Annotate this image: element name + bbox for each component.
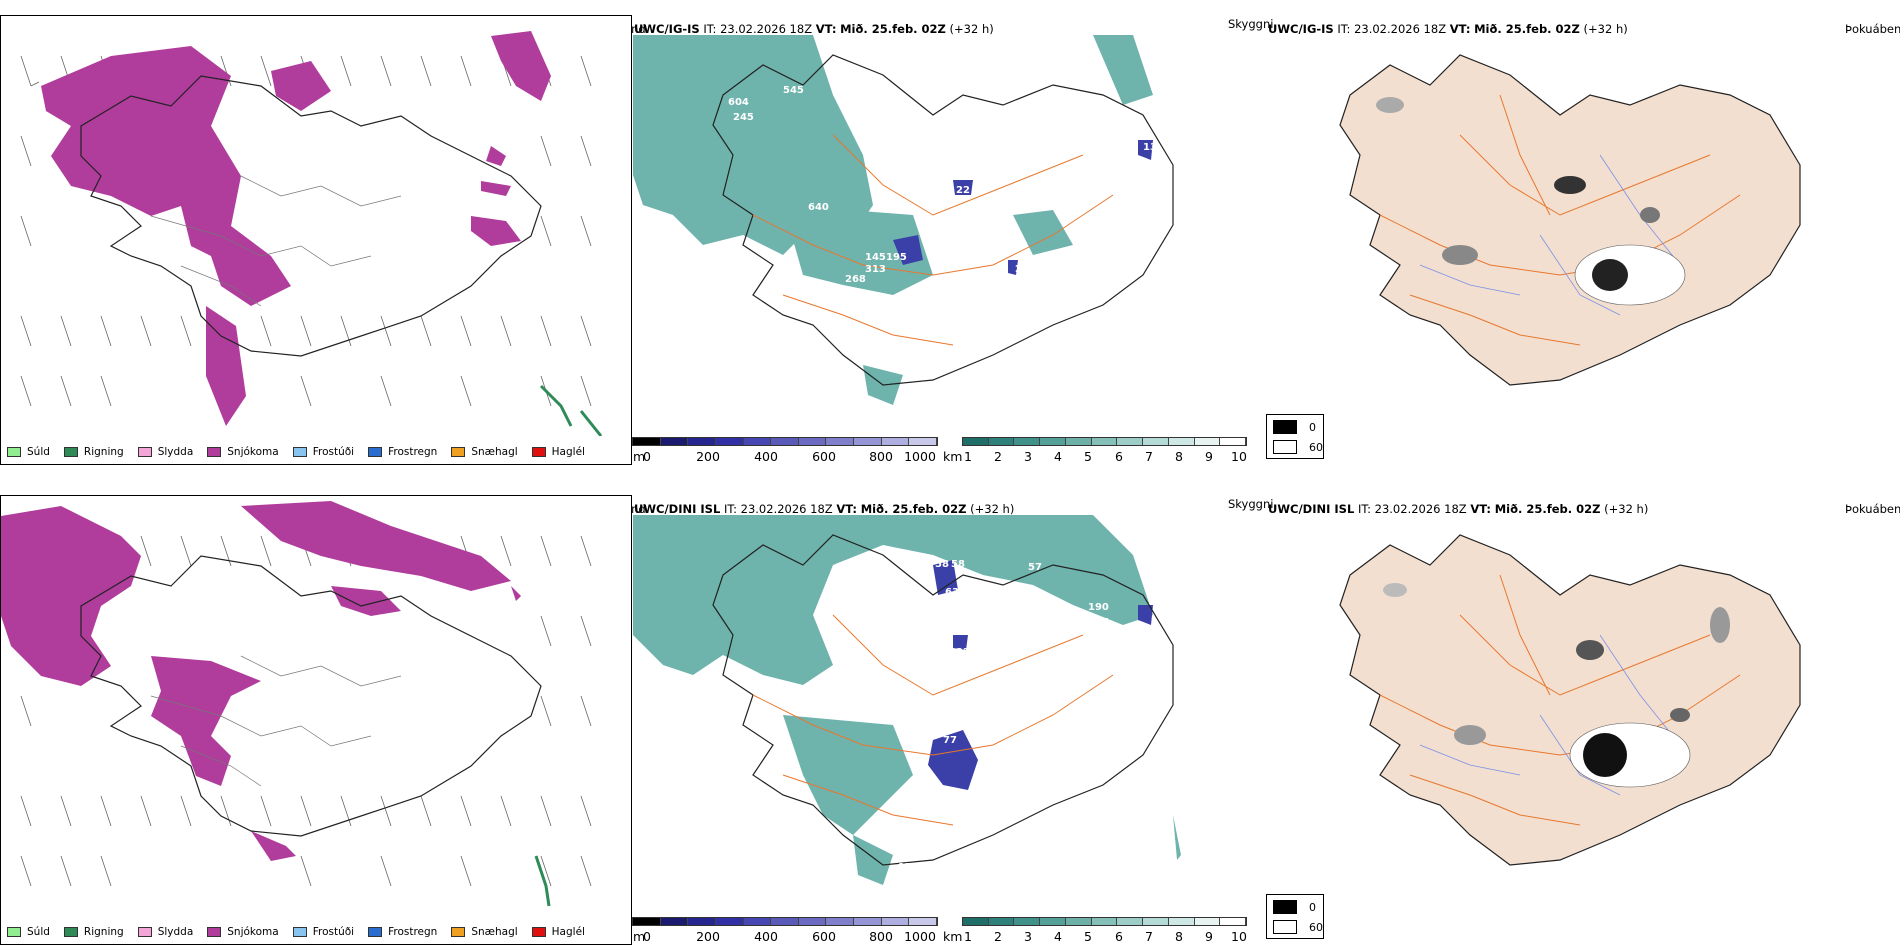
iceland-land <box>1339 54 1801 386</box>
svg-text:195: 195 <box>886 252 907 263</box>
snow-areas <box>41 31 551 426</box>
legend-item-frostudi: Frostúði <box>292 926 354 938</box>
low-visibility-areas <box>633 35 1153 405</box>
legend-item-rigning: Rigning <box>63 926 124 938</box>
iceland-coastline <box>712 534 1174 866</box>
fog-title-2: Þokuábendi <box>1845 502 1900 516</box>
legend-item-slydda: Slydda <box>137 446 193 458</box>
svg-text:313: 313 <box>865 264 886 275</box>
fog-title-1: Þokuábendi <box>1845 22 1900 36</box>
svg-text:268: 268 <box>845 274 866 285</box>
road-network <box>752 134 1114 346</box>
ceiling-header-2: UWC/DINI ISL IT: 23.02.2026 18Z VT: Mið.… <box>634 502 1015 516</box>
visibility-colorbar-2: km 1 2 3 4 5 6 7 8 9 10 <box>942 917 1248 945</box>
legend-item-frostregn: Frostregn <box>368 446 437 458</box>
svg-text:290: 290 <box>1113 259 1134 270</box>
svg-text:640: 640 <box>808 202 829 213</box>
svg-text:640: 640 <box>1098 632 1119 643</box>
svg-text:245: 245 <box>733 112 754 123</box>
low-cloud-areas <box>928 560 1153 790</box>
ceiling-value-labels: 58 58 57 63 02 190 297 640 22 82 575 77 … <box>865 559 1119 873</box>
svg-text:297: 297 <box>1088 617 1109 628</box>
legend-item-frostudi: Frostúði <box>292 446 354 458</box>
road-lines <box>150 175 402 307</box>
low-cloud-areas <box>893 140 1153 275</box>
fog-header-2: UWC/DINI ISL IT: 23.02.2026 18Z VT: Mið.… <box>1268 502 1649 516</box>
fog-map-1 <box>1339 54 1801 386</box>
fog-header-1: UWC/IG-IS IT: 23.02.2026 18Z VT: Mið. 25… <box>1268 22 1628 36</box>
precip-map-frame-1: Súld Rigning Slydda Snjókoma Frostúði Fr… <box>0 15 632 465</box>
svg-text:63: 63 <box>945 587 959 598</box>
svg-text:575: 575 <box>865 707 886 718</box>
cloudbase-colorbar-1: m 0 200 400 600 800 1000 <box>632 437 938 465</box>
rain-streak <box>534 855 551 907</box>
cloudbase-colorbar-2: m 0 200 400 600 800 1000 <box>632 917 938 945</box>
legend-item-snjokoma: Snjókoma <box>207 926 279 938</box>
road-network <box>1379 94 1741 346</box>
svg-text:17: 17 <box>898 862 912 873</box>
legend-item-frostregn: Frostregn <box>368 926 437 938</box>
svg-text:58: 58 <box>951 559 965 570</box>
svg-text:604: 604 <box>728 97 749 108</box>
svg-text:22: 22 <box>908 385 922 396</box>
road-lines <box>150 655 402 787</box>
row-2: UWC/DINI ISL IT: 23.02.2026 18Z VT: Mið.… <box>0 480 1900 950</box>
ceiling-map-2: 58 58 57 63 02 190 297 640 22 82 575 77 … <box>633 515 1181 885</box>
svg-text:227: 227 <box>1015 264 1036 275</box>
iceland-land <box>1339 534 1801 866</box>
svg-text:190: 190 <box>1088 602 1109 613</box>
legend-item-hagel: Haglél <box>531 446 585 458</box>
svg-text:77: 77 <box>943 735 957 746</box>
cloud-cover-legend-2: 0 60 <box>1266 894 1324 939</box>
ceiling-map-1: 604 545 245 640 145 195 313 268 22 227 2… <box>633 35 1174 405</box>
visibility-colorbar-1: km 1 2 3 4 5 6 7 8 9 10 <box>942 437 1248 465</box>
iceland-coastline <box>80 555 542 837</box>
iceland-coastline <box>80 75 542 357</box>
legend-item-snjokoma: Snjókoma <box>207 446 279 458</box>
precip-map-frame-2: Súld Rigning Slydda Snjókoma Frostúði Fr… <box>0 495 632 945</box>
legend-item-hagel: Haglél <box>531 926 585 938</box>
svg-text:02: 02 <box>1040 602 1054 613</box>
snow-areas <box>1 501 521 861</box>
svg-text:58: 58 <box>935 559 949 570</box>
svg-text:57: 57 <box>1028 562 1042 573</box>
svg-text:13: 13 <box>1143 142 1157 153</box>
road-network <box>1379 574 1741 826</box>
legend-item-rigning: Rigning <box>63 446 124 458</box>
ceiling-title-2: Skyggni <box>1228 497 1274 511</box>
ceiling-header-1: UWC/IG-IS IT: 23.02.2026 18Z VT: Mið. 25… <box>634 22 994 36</box>
ceiling-title-1: Skyggni <box>1228 17 1274 31</box>
legend-item-slydda: Slydda <box>137 926 193 938</box>
legend-item-sudl: Súld <box>7 446 50 458</box>
legend-item-snaehagl: Snæhagl <box>451 446 518 458</box>
svg-text:545: 545 <box>783 85 804 96</box>
fog-indicator-areas <box>1376 97 1686 306</box>
precip-legend-1: Súld Rigning Slydda Snjókoma Frostúði Fr… <box>7 446 599 458</box>
svg-text:18: 18 <box>1113 243 1127 254</box>
precip-legend-2: Súld Rigning Slydda Snjókoma Frostúði Fr… <box>7 926 599 938</box>
iceland-coastline <box>712 54 1174 386</box>
road-network <box>752 614 1114 826</box>
svg-text:27: 27 <box>1033 261 1047 272</box>
ceiling-value-labels: 604 545 245 640 145 195 313 268 22 227 2… <box>728 85 1157 396</box>
row-1: UWC/IG-IS IT: 23.02.2026 18Z VT: Mið. 25… <box>0 0 1900 470</box>
precip-map-2 <box>1 501 592 907</box>
precip-map-1 <box>20 31 603 436</box>
river-network <box>1419 634 1681 796</box>
cloud-cover-legend-1: 0 60 <box>1266 414 1324 459</box>
legend-item-snaehagl: Snæhagl <box>451 926 518 938</box>
svg-text:145: 145 <box>865 252 886 263</box>
fog-indicator-areas <box>1383 583 1730 788</box>
svg-text:82: 82 <box>1046 685 1060 696</box>
fog-map-2 <box>1339 534 1801 866</box>
legend-item-sudl: Súld <box>7 926 50 938</box>
rain-streak <box>539 384 603 436</box>
svg-text:22: 22 <box>956 185 970 196</box>
low-visibility-areas <box>633 515 1181 885</box>
svg-text:22: 22 <box>956 647 970 658</box>
